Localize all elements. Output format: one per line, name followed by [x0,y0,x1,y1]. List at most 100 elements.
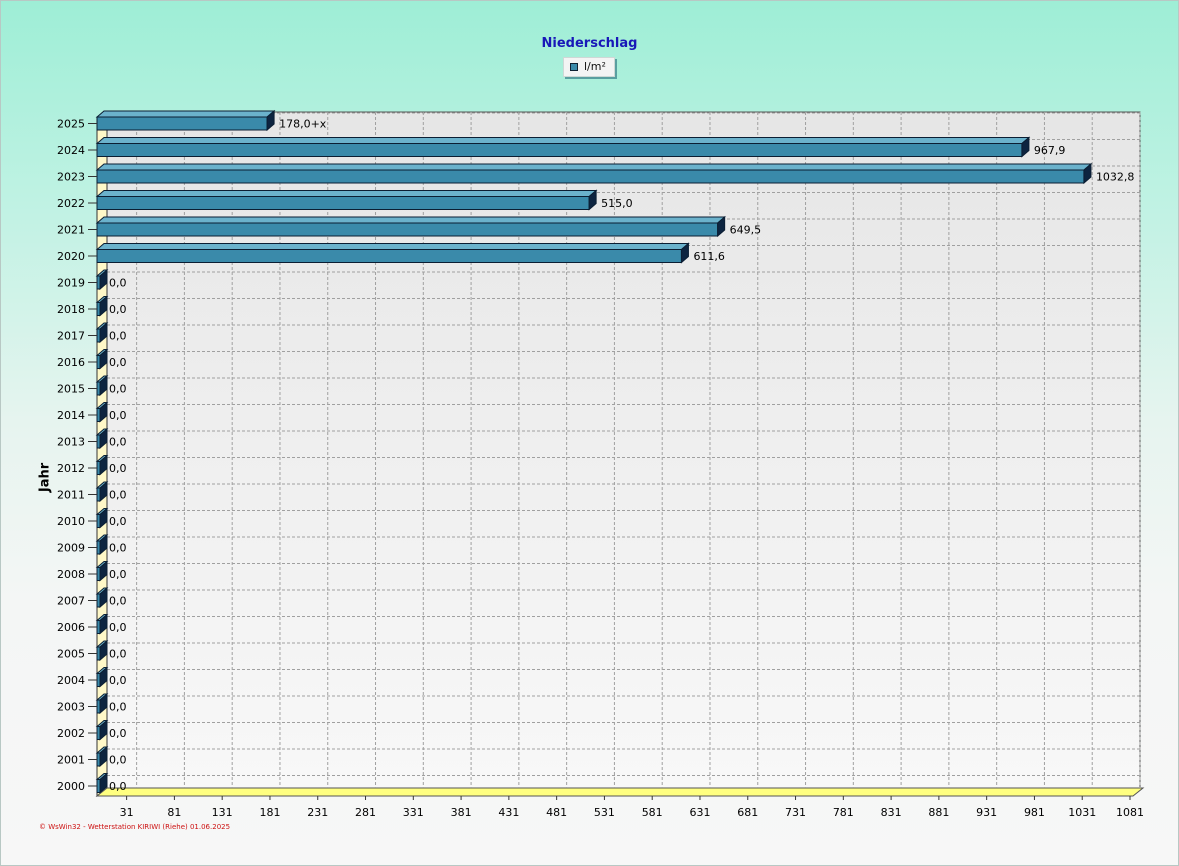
data-label: 649,5 [730,224,762,237]
bar [96,222,719,237]
bar-group [95,374,109,397]
bar [96,169,1085,184]
x-tick-label: 381 [451,806,472,819]
bar-side [99,772,108,794]
bar-side [99,374,108,397]
bar-side [99,268,108,291]
bar-side [99,639,108,662]
bar-side [99,613,108,635]
x-tick-label: 1081 [1116,806,1144,819]
bar-side [99,666,108,688]
data-label: 0,0 [109,462,127,475]
bar-group [95,480,109,503]
bar-group [95,639,109,662]
y-tick-label: 2017 [57,330,85,343]
data-label: 0,0 [109,648,127,661]
data-label: 0,0 [109,542,127,555]
y-tick-label: 2007 [57,595,85,608]
y-tick-label: 2018 [57,303,85,316]
x-tick-label: 881 [928,806,949,819]
bar-group [95,401,109,423]
bar-group [95,666,109,688]
bar [96,116,268,131]
bar-side [99,719,108,741]
bar-side [99,586,108,609]
plot-side-wall [96,110,108,798]
y-tick-label: 2012 [57,462,85,475]
bar [96,196,590,210]
bar-group [95,719,109,741]
bar-top [95,216,727,224]
bar-group [95,560,109,582]
x-tick-label: 281 [355,806,376,819]
bar-side [99,454,108,476]
data-label: 515,0 [601,197,633,210]
x-tick-label: 931 [976,806,997,819]
y-tick-label: 2008 [57,568,85,581]
bar-side [266,109,275,132]
bar-side [99,480,108,503]
x-tick-label: 981 [1024,806,1045,819]
data-label: 0,0 [109,356,127,369]
bar-top [95,110,276,118]
y-tick-label: 2014 [57,409,85,422]
legend-swatch [570,63,578,71]
x-tick-label: 781 [833,806,854,819]
y-tick-label: 2001 [57,754,85,767]
bar-group [95,348,109,370]
y-tick-label: 2015 [57,383,85,396]
data-label: 0,0 [109,303,127,316]
y-tick-label: 2004 [57,674,85,687]
y-tick-label: 2005 [57,648,85,661]
data-label: 967,9 [1034,144,1066,157]
y-tick-label: 2006 [57,621,85,634]
bar-top [95,190,598,197]
data-label: 1032,8 [1096,171,1135,184]
y-tick-label: 2009 [57,542,85,555]
bar-group [95,109,276,132]
data-label: 0,0 [109,754,127,767]
x-tick-label: 181 [259,806,280,819]
x-tick-label: 331 [403,806,424,819]
bar-group [95,533,109,556]
y-tick-label: 2023 [57,171,85,184]
bar-group [95,586,109,609]
x-tick-label: 681 [737,806,758,819]
y-tick-label: 2021 [57,224,85,237]
bar-side [680,242,689,264]
bar-side [99,427,108,450]
y-tick-label: 2000 [57,780,85,793]
data-label: 0,0 [109,330,127,343]
data-label: 0,0 [109,436,127,449]
data-label: 178,0+x [279,118,327,131]
data-label: 0,0 [109,621,127,634]
bar-top [95,163,1093,171]
x-tick-label: 81 [167,806,181,819]
data-label: 0,0 [109,515,127,528]
bar-group [95,268,109,291]
y-tick-label: 2002 [57,727,85,740]
bar [96,143,1023,157]
bar-group [95,189,598,211]
bar-side [99,560,108,582]
bar-group [95,692,109,715]
y-tick-label: 2003 [57,701,85,714]
bar-side [1021,136,1030,158]
x-tick-label: 1031 [1068,806,1096,819]
data-label: 0,0 [109,595,127,608]
bar-group [95,242,690,264]
x-tick-label: 131 [212,806,233,819]
legend-label: l/m² [584,60,606,73]
bar-side [99,321,108,344]
x-tick-label: 431 [498,806,519,819]
bar-side [99,507,108,529]
chart-title: Niederschlag [541,36,638,51]
data-label: 0,0 [109,489,127,502]
data-label: 0,0 [109,277,127,290]
y-tick-label: 2011 [57,489,85,502]
plot-back-wall [106,111,1141,789]
data-label: 0,0 [109,701,127,714]
bar-group [95,321,109,344]
data-label: 611,6 [693,250,725,263]
